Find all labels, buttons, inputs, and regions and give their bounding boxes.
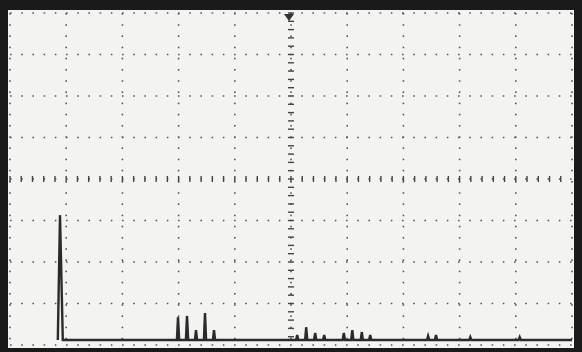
oscilloscope-screen: [0, 0, 582, 352]
